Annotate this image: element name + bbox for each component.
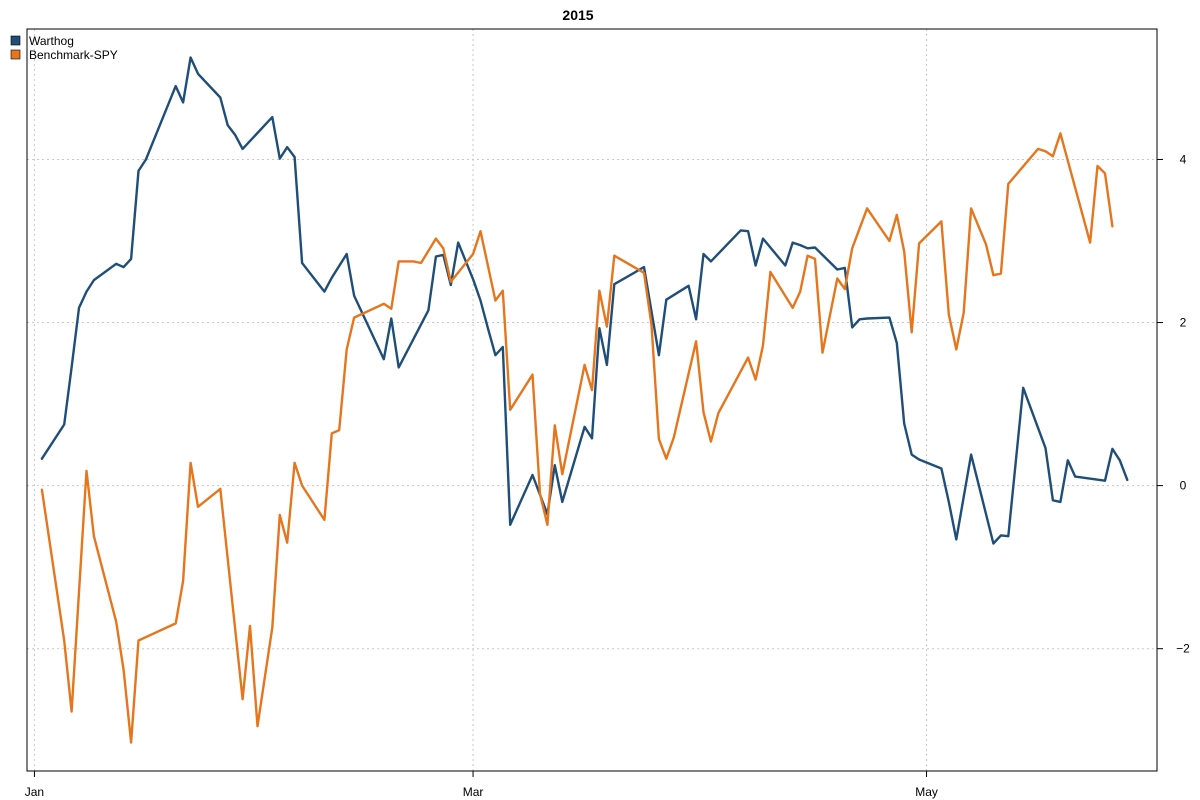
legend-label-benchmark-spy: Benchmark-SPY: [29, 48, 118, 62]
x-tick-label: May: [915, 785, 938, 799]
x-tick-label: Mar: [463, 785, 484, 799]
plot-frame: [26, 28, 1158, 772]
y-axis: −2 0 2 4: [1157, 152, 1190, 656]
legend-swatch-benchmark-spy: [10, 49, 21, 60]
series-line-benchmark-spy: [40, 132, 1114, 744]
legend-swatch-warthog: [10, 35, 21, 46]
series-line-warthog: [40, 56, 1129, 545]
x-axis: Jan Mar May: [25, 771, 938, 799]
y-tick-label: −2: [1176, 642, 1190, 656]
gridlines: [27, 29, 1157, 771]
x-tick-label: Jan: [25, 785, 44, 799]
y-tick-label: 4: [1180, 152, 1187, 166]
legend-label-warthog: Warthog: [29, 34, 74, 48]
y-tick-label: 0: [1180, 479, 1187, 493]
y-tick-label: 2: [1180, 316, 1187, 330]
chart-title: 2015: [562, 7, 593, 23]
series-lines: [40, 56, 1129, 744]
